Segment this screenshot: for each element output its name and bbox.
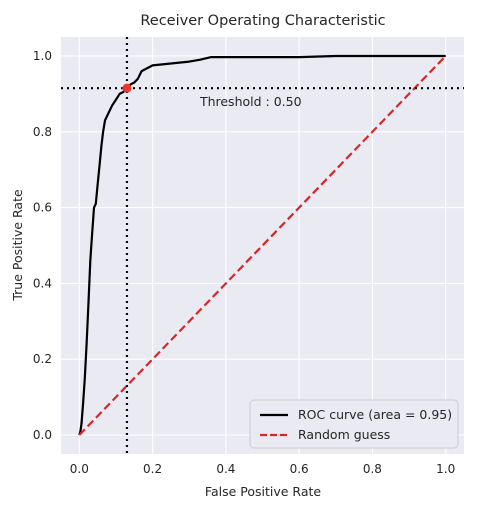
y-tick-label: 0.2 bbox=[33, 352, 52, 366]
x-tick-label: 0.0 bbox=[70, 462, 89, 476]
x-tick-label: 0.6 bbox=[290, 462, 309, 476]
threshold-annotation: Threshold : 0.50 bbox=[199, 94, 302, 109]
legend-box bbox=[249, 399, 459, 449]
y-tick-label: 0.4 bbox=[33, 276, 52, 290]
gridlines bbox=[61, 37, 464, 454]
y-tick-label: 0.0 bbox=[33, 428, 52, 442]
series-layer bbox=[78, 54, 447, 436]
legend-entry: ROC curve (area = 0.95) bbox=[298, 407, 452, 422]
x-tick-label: 0.2 bbox=[143, 462, 162, 476]
threshold-point bbox=[122, 83, 132, 93]
y-tick-label: 0.6 bbox=[33, 201, 52, 215]
axis-ticks: 0.0 0.2 0.4 0.6 0.8 1.0 0.0 0.2 0.4 0.6 0.8 1.0 bbox=[33, 49, 455, 476]
y-tick-label: 1.0 bbox=[33, 49, 52, 63]
x-tick-label: 0.4 bbox=[216, 462, 235, 476]
threshold-layer: Threshold : 0.50 bbox=[61, 37, 464, 454]
legend: ROC curve (area = 0.95) Random guess bbox=[249, 399, 459, 449]
legend-entry: Random guess bbox=[298, 427, 390, 442]
y-axis-label: True Positive Rate bbox=[10, 189, 25, 302]
y-tick-label: 0.8 bbox=[33, 125, 52, 139]
x-tick-label: 0.8 bbox=[363, 462, 382, 476]
roc-curve-line bbox=[78, 54, 446, 436]
x-axis-label: False Positive Rate bbox=[205, 484, 321, 499]
x-tick-label: 1.0 bbox=[436, 462, 455, 476]
chart-title: Receiver Operating Characteristic bbox=[140, 13, 385, 29]
random-guess-line bbox=[78, 55, 447, 436]
